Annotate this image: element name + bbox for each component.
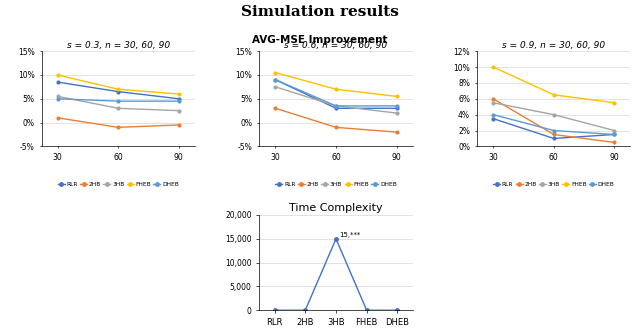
Line: 2HB: 2HB bbox=[274, 107, 398, 134]
FHEB bbox=[54, 73, 61, 77]
3HB bbox=[54, 94, 61, 98]
2HB bbox=[550, 133, 557, 137]
RLR bbox=[393, 106, 401, 110]
2HB bbox=[332, 125, 340, 129]
2HB bbox=[611, 141, 618, 145]
Legend: RLR, 2HB, 3HB, FHEB, DHEB: RLR, 2HB, 3HB, FHEB, DHEB bbox=[273, 180, 399, 189]
3HB bbox=[175, 109, 182, 113]
Legend: RLR, 2HB, 3HB, FHEB, DHEB: RLR, 2HB, 3HB, FHEB, DHEB bbox=[55, 180, 181, 189]
FHEB bbox=[611, 101, 618, 105]
3HB bbox=[115, 106, 122, 110]
Line: 3HB: 3HB bbox=[274, 85, 398, 115]
FHEB bbox=[271, 71, 279, 75]
Line: 3HB: 3HB bbox=[492, 101, 616, 132]
2HB bbox=[115, 125, 122, 129]
Line: RLR: RLR bbox=[492, 117, 616, 140]
FHEB bbox=[550, 93, 557, 97]
3HB bbox=[611, 129, 618, 133]
3HB bbox=[332, 104, 340, 108]
Line: 2HB: 2HB bbox=[492, 97, 616, 144]
DHEB bbox=[271, 78, 279, 82]
FHEB bbox=[175, 92, 182, 96]
RLR bbox=[271, 78, 279, 82]
FHEB bbox=[332, 87, 340, 91]
Line: 2HB: 2HB bbox=[56, 116, 180, 129]
DHEB bbox=[332, 104, 340, 108]
2HB bbox=[490, 97, 497, 101]
Line: RLR: RLR bbox=[56, 81, 180, 100]
RLR bbox=[175, 97, 182, 101]
Line: DHEB: DHEB bbox=[274, 78, 398, 107]
Line: 3HB: 3HB bbox=[56, 95, 180, 112]
DHEB bbox=[54, 97, 61, 101]
DHEB bbox=[550, 129, 557, 133]
2HB bbox=[271, 106, 279, 110]
Legend: RLR, 2HB, 3HB, FHEB, DHEB: RLR, 2HB, 3HB, FHEB, DHEB bbox=[491, 180, 617, 189]
DHEB bbox=[393, 104, 401, 108]
3HB bbox=[490, 101, 497, 105]
RLR bbox=[54, 80, 61, 84]
RLR bbox=[490, 116, 497, 120]
Line: DHEB: DHEB bbox=[56, 97, 180, 103]
DHEB bbox=[490, 113, 497, 116]
Title: Time Complexity: Time Complexity bbox=[289, 203, 383, 213]
Line: RLR: RLR bbox=[274, 78, 398, 110]
2HB bbox=[393, 130, 401, 134]
Line: FHEB: FHEB bbox=[56, 74, 180, 95]
Text: 15,***: 15,*** bbox=[340, 232, 361, 238]
Title: s = 0.3, n = 30, 60, 90: s = 0.3, n = 30, 60, 90 bbox=[67, 41, 170, 50]
Title: s = 0.6, n = 30, 60, 90: s = 0.6, n = 30, 60, 90 bbox=[284, 41, 388, 50]
RLR bbox=[550, 137, 557, 141]
2HB bbox=[175, 123, 182, 127]
Line: DHEB: DHEB bbox=[492, 113, 616, 136]
Text: Simulation results: Simulation results bbox=[241, 5, 399, 19]
FHEB bbox=[393, 94, 401, 98]
Text: AVG-MSE Improvement: AVG-MSE Improvement bbox=[252, 35, 388, 45]
RLR bbox=[611, 133, 618, 137]
RLR bbox=[332, 106, 340, 110]
3HB bbox=[271, 85, 279, 89]
FHEB bbox=[490, 65, 497, 69]
FHEB bbox=[115, 87, 122, 91]
3HB bbox=[393, 111, 401, 115]
DHEB bbox=[611, 133, 618, 137]
RLR bbox=[115, 90, 122, 94]
DHEB bbox=[115, 99, 122, 103]
Line: FHEB: FHEB bbox=[492, 66, 616, 104]
3HB bbox=[550, 113, 557, 116]
Title: s = 0.9, n = 30, 60, 90: s = 0.9, n = 30, 60, 90 bbox=[502, 41, 605, 50]
Line: FHEB: FHEB bbox=[274, 71, 398, 98]
DHEB bbox=[175, 99, 182, 103]
2HB bbox=[54, 116, 61, 120]
